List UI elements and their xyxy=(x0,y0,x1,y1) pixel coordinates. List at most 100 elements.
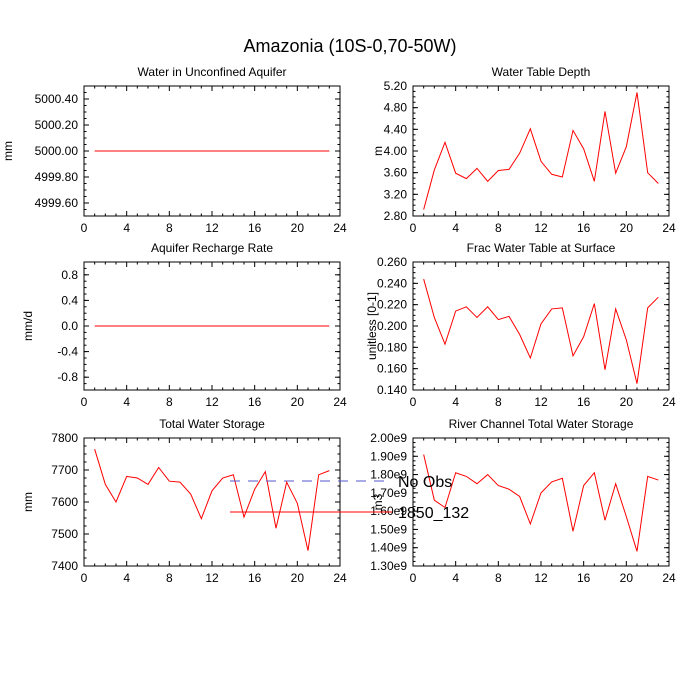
series-line-1850-132 xyxy=(423,278,659,384)
x-tick-label: 8 xyxy=(495,221,502,235)
x-tick-label: 8 xyxy=(166,221,173,235)
plot-frame xyxy=(412,261,670,391)
y-tick-label: 7500 xyxy=(51,527,78,541)
y-axis-label: unitless [0-1] xyxy=(365,292,379,360)
y-axis-label: mm/d xyxy=(21,311,35,341)
x-tick-label: 0 xyxy=(410,571,417,585)
y-tick-label: 7400 xyxy=(51,559,78,573)
x-tick-label: 20 xyxy=(291,395,305,409)
panel-title: Total Water Storage xyxy=(159,417,265,431)
series-line-1850-132 xyxy=(423,92,659,210)
x-tick-label: 24 xyxy=(333,571,347,585)
y-tick-label: 0.180 xyxy=(377,340,407,354)
x-tick-label: 4 xyxy=(123,571,130,585)
x-tick-label: 0 xyxy=(81,395,88,409)
panel-title: Frac Water Table at Surface xyxy=(467,241,616,255)
x-tick-label: 16 xyxy=(248,395,262,409)
plot-frame xyxy=(412,85,670,217)
y-tick-label: -0.4 xyxy=(57,345,78,359)
y-tick-label: 7700 xyxy=(51,463,78,477)
y-tick-label: 0.200 xyxy=(377,319,407,333)
x-tick-label: 0 xyxy=(410,395,417,409)
y-tick-label: 0.0 xyxy=(61,319,78,333)
x-tick-label: 24 xyxy=(333,221,347,235)
x-tick-label: 20 xyxy=(620,395,634,409)
y-tick-label: 5000.20 xyxy=(35,118,79,132)
x-tick-label: 4 xyxy=(452,221,459,235)
plot-frame xyxy=(83,437,341,567)
y-tick-label: 4.80 xyxy=(384,101,408,115)
chart-panel-5: Total Water Storage mm 0 4 8 12 16 20 24 7400 7500… xyxy=(21,417,347,585)
panel-title: Aquifer Recharge Rate xyxy=(151,241,273,255)
figure-title: Amazonia (10S-0,70-50W) xyxy=(243,36,456,56)
chart-panel-3: Aquifer Recharge Rate mm/d 0 4 8 12 16 20 24 -0.8… xyxy=(21,241,347,409)
x-tick-label: 8 xyxy=(166,571,173,585)
y-axis-label: mm xyxy=(21,492,35,512)
y-tick-label: 1.30e9 xyxy=(370,559,407,573)
x-tick-label: 12 xyxy=(534,571,548,585)
panel-title: River Channel Total Water Storage xyxy=(449,417,634,431)
chart-panel-6: River Channel Total Water Storage m3 0 4 8 12… xyxy=(370,417,676,585)
y-tick-label: 5000.00 xyxy=(35,144,79,158)
x-tick-label: 0 xyxy=(81,571,88,585)
y-tick-label: 0.4 xyxy=(61,293,78,307)
y-tick-label: 7800 xyxy=(51,431,78,445)
y-tick-label: 0.240 xyxy=(377,276,407,290)
x-tick-label: 8 xyxy=(166,395,173,409)
legend-label-1850-132: 1850_132 xyxy=(398,505,469,522)
y-tick-label: 3.60 xyxy=(384,166,408,180)
y-tick-label: -0.8 xyxy=(57,370,78,384)
x-tick-label: 4 xyxy=(452,571,459,585)
x-tick-label: 20 xyxy=(291,571,305,585)
series-line-1850-132 xyxy=(423,454,659,552)
y-tick-label: 5.20 xyxy=(384,79,408,93)
series-line-1850-132 xyxy=(94,449,330,551)
x-tick-label: 16 xyxy=(577,571,591,585)
x-tick-label: 0 xyxy=(81,221,88,235)
chart-panels: Water in Unconfined Aquifer mm 0 4 8 12 16 20 24… xyxy=(1,65,676,585)
y-tick-label: 3.20 xyxy=(384,187,408,201)
x-tick-label: 4 xyxy=(123,221,130,235)
x-tick-label: 24 xyxy=(662,221,676,235)
y-tick-label: 4999.80 xyxy=(35,170,79,184)
y-tick-label: 1.40e9 xyxy=(370,541,407,555)
x-tick-label: 20 xyxy=(291,221,305,235)
x-tick-label: 16 xyxy=(577,395,591,409)
y-tick-label: 1.60e9 xyxy=(370,504,407,518)
x-tick-label: 12 xyxy=(205,395,219,409)
y-tick-label: 5000.40 xyxy=(35,92,79,106)
x-tick-label: 20 xyxy=(620,571,634,585)
x-tick-label: 24 xyxy=(333,395,347,409)
y-tick-label: 2.00e9 xyxy=(370,431,407,445)
chart-panel-2: Water Table Depth m 0 4 8 12 16 20 24 2.80 3.20 3.6… xyxy=(371,65,676,235)
plot-frame xyxy=(412,437,670,567)
y-tick-label: 0.8 xyxy=(61,268,78,282)
y-tick-label: 0.160 xyxy=(377,362,407,376)
x-tick-label: 4 xyxy=(123,395,130,409)
x-tick-label: 12 xyxy=(205,571,219,585)
y-tick-label: 0.220 xyxy=(377,298,407,312)
y-axis-label: mm xyxy=(1,141,15,161)
x-tick-label: 12 xyxy=(534,221,548,235)
x-tick-label: 24 xyxy=(662,395,676,409)
panel-title: Water Table Depth xyxy=(492,65,591,79)
y-tick-label: 1.80e9 xyxy=(370,468,407,482)
legend-label-no-obs: No Obs xyxy=(398,474,452,491)
y-tick-label: 1.70e9 xyxy=(370,486,407,500)
y-tick-label: 7600 xyxy=(51,495,78,509)
y-tick-label: 1.50e9 xyxy=(370,522,407,536)
chart-panel-1: Water in Unconfined Aquifer mm 0 4 8 12 16 20 24… xyxy=(1,65,347,235)
y-axis-label: m xyxy=(371,146,385,156)
x-tick-label: 8 xyxy=(495,571,502,585)
x-tick-label: 24 xyxy=(662,571,676,585)
x-tick-label: 12 xyxy=(534,395,548,409)
x-tick-label: 16 xyxy=(248,221,262,235)
y-axis-label: m3 xyxy=(371,493,385,510)
y-tick-label: 4.00 xyxy=(384,144,408,158)
y-tick-label: 4999.60 xyxy=(35,196,79,210)
y-tick-label: 0.140 xyxy=(377,383,407,397)
y-tick-label: 2.80 xyxy=(384,209,408,223)
panel-title: Water in Unconfined Aquifer xyxy=(138,65,287,79)
